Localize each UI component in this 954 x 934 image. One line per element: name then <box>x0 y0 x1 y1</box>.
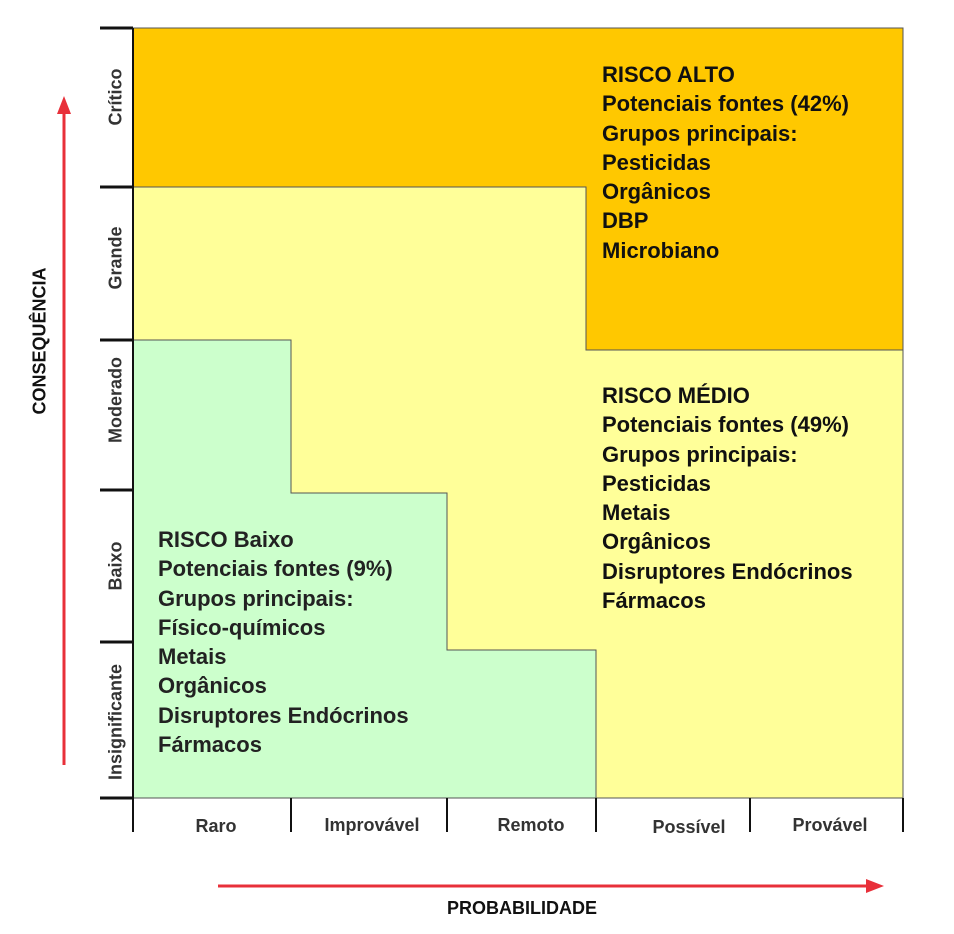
x-axis-title: PROBABILIDADE <box>446 898 598 918</box>
zone-medium-group: Orgânicos <box>602 529 711 555</box>
y-ticks <box>100 26 133 800</box>
zone-high-group: DBP <box>602 208 649 234</box>
y-level-baixo: Baixo <box>105 541 126 591</box>
zone-high-group: Orgânicos <box>602 179 711 205</box>
zone-medium-title: RISCO MÉDIO <box>602 383 750 408</box>
zone-low-text: RISCO Baixo Potenciais fontes (9%) Grupo… <box>158 525 409 759</box>
zone-low-area <box>132 339 597 799</box>
zone-low-group: Orgânicos <box>158 673 267 699</box>
zone-medium-group: Pesticidas <box>602 470 711 496</box>
x-ticks <box>132 798 904 832</box>
zone-medium-sources: Potenciais fontes (49%) <box>602 412 849 438</box>
y-level-critico: Crítico <box>105 68 126 126</box>
zone-medium-group: Fármacos <box>602 588 706 614</box>
zone-medium-group: Disruptores Endócrinos <box>602 558 853 584</box>
zone-low-group: Físico-químicos <box>158 614 326 640</box>
x-level-raro: Raro <box>195 816 237 836</box>
zone-medium-text: RISCO MÉDIO Potenciais fontes (49%) Grup… <box>602 381 853 615</box>
zone-low-group: Metais <box>158 644 227 670</box>
x-level-remoto: Remoto <box>497 815 565 835</box>
y-level-insignificante: Insignificante <box>105 663 126 781</box>
y-level-moderado: Moderado <box>105 356 126 444</box>
zone-low-groups-label: Grupos principais: <box>158 585 354 611</box>
zone-high-text: RISCO ALTO Potenciais fontes (42%) Grupo… <box>602 60 849 265</box>
y-axis-title: CONSEQUÊNCIA <box>29 267 50 415</box>
y-level-grande: Grande <box>105 226 126 290</box>
x-level-improvavel: Improvável <box>324 815 420 835</box>
y-arrow <box>57 96 71 765</box>
x-level-provavel: Provável <box>792 815 868 835</box>
zone-high-title: RISCO ALTO <box>602 62 735 87</box>
zone-high-sources: Potenciais fontes (42%) <box>602 91 849 117</box>
x-level-possivel: Possível <box>652 817 726 837</box>
zone-low-group: Fármacos <box>158 732 262 758</box>
zone-medium-groups-label: Grupos principais: <box>602 441 798 467</box>
zone-low-sources: Potenciais fontes (9%) <box>158 556 393 582</box>
zone-medium-group: Metais <box>602 500 671 526</box>
x-arrow <box>218 879 884 893</box>
zone-high-groups-label: Grupos principais: <box>602 120 798 146</box>
zone-high-group: Microbiano <box>602 237 720 263</box>
zone-high-group: Pesticidas <box>602 149 711 175</box>
zone-low-title: RISCO Baixo <box>158 527 294 552</box>
zone-low-group: Disruptores Endócrinos <box>158 702 409 728</box>
